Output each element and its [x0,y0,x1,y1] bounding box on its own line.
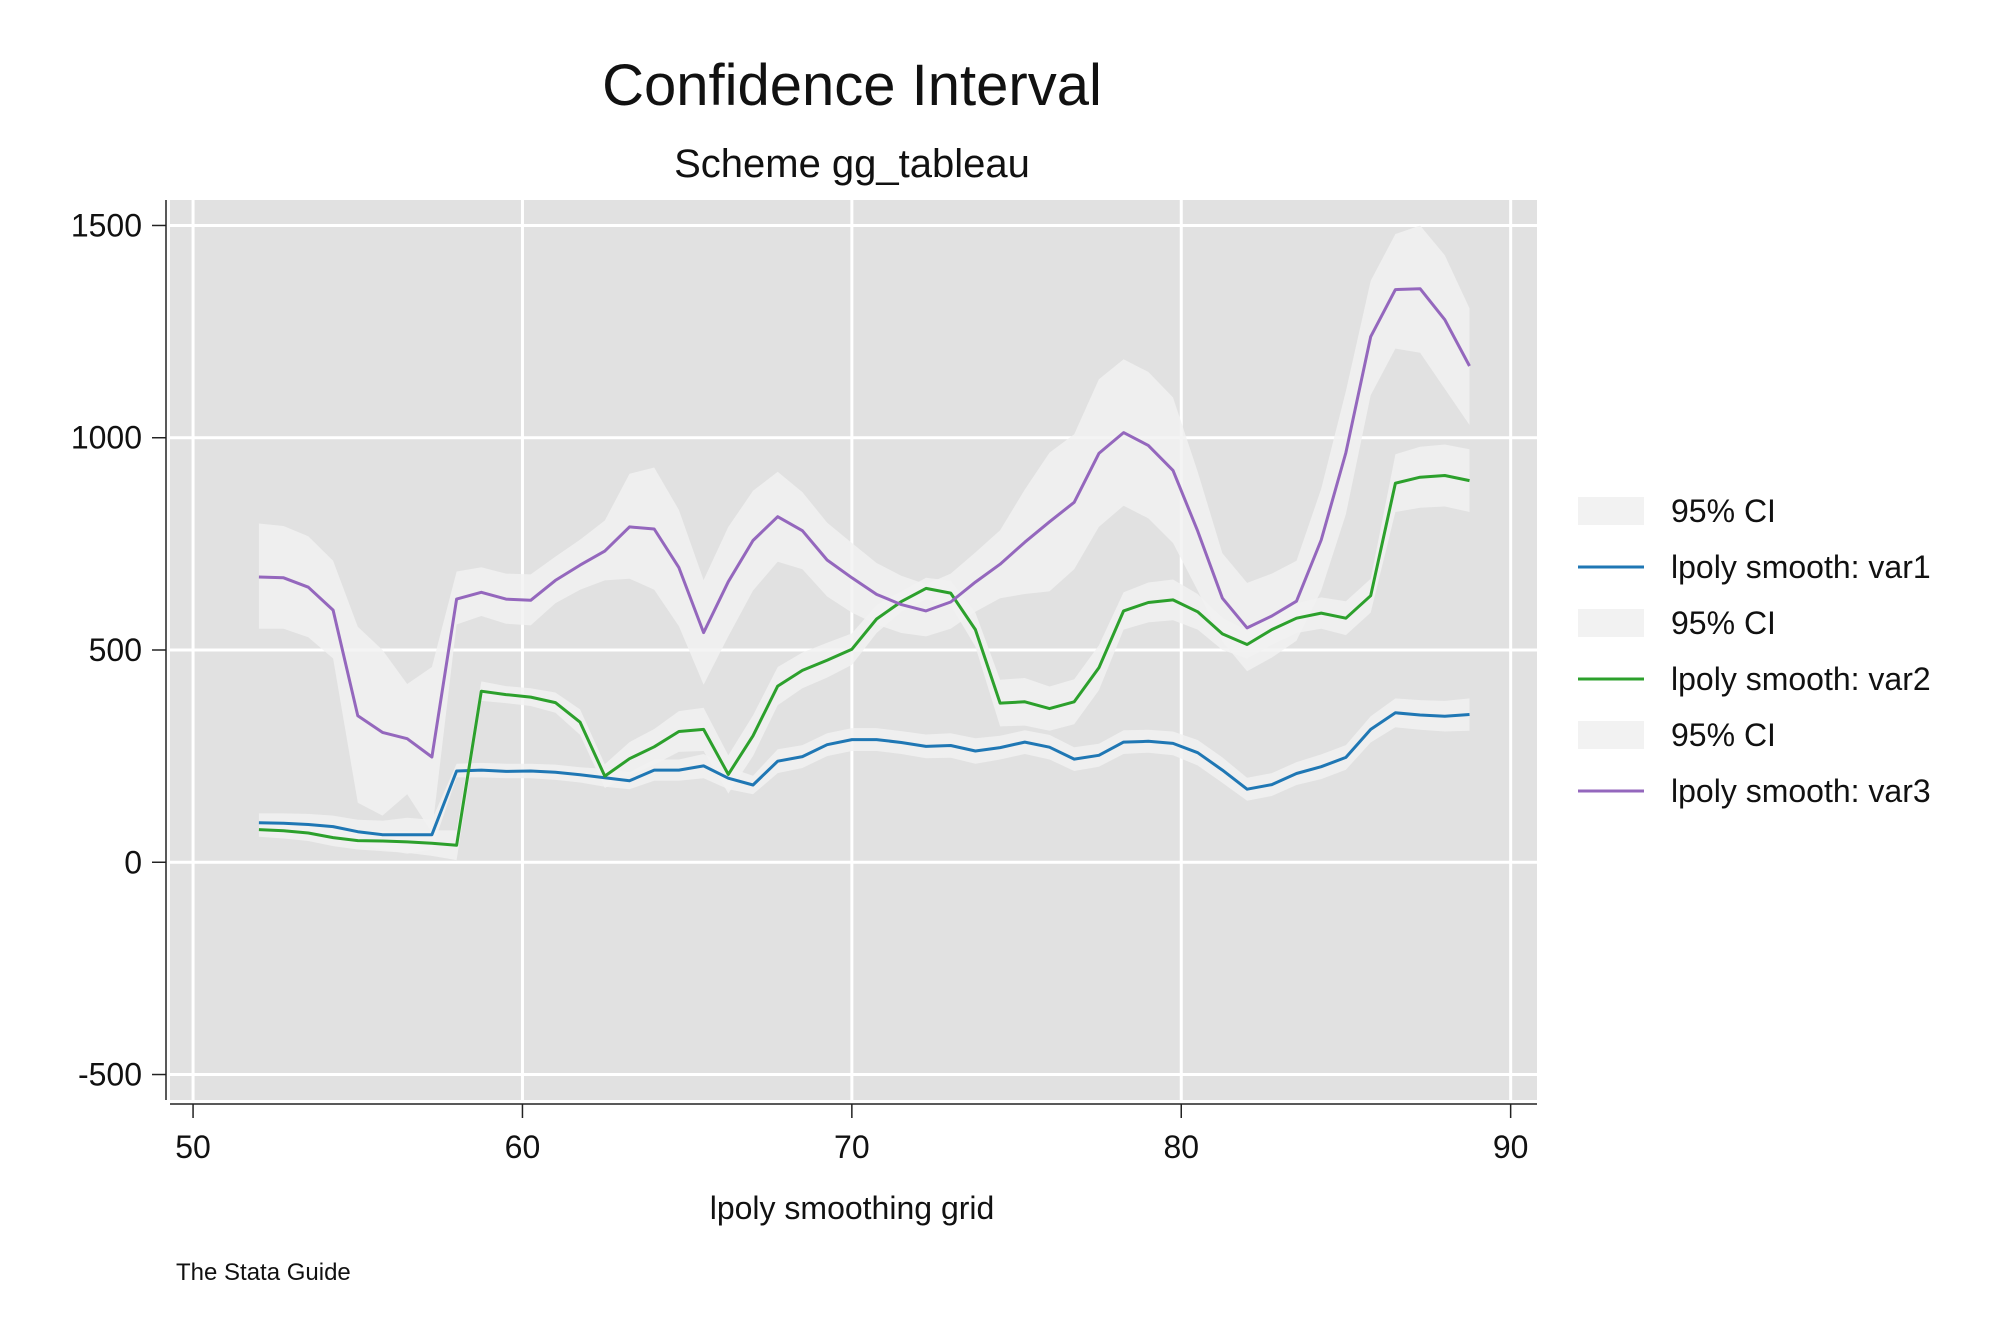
x-axis: 50 60 70 80 90 [170,1103,1537,1165]
y-tick-label: 0 [124,844,142,880]
x-tick-label: 90 [1493,1129,1529,1165]
legend-label: 95% CI [1671,717,1776,753]
y-tick-label: 1500 [71,207,142,243]
legend-label: lpoly smooth: var2 [1671,661,1931,697]
chart-title: Confidence Interval [602,53,1102,118]
legend-swatch [1578,497,1644,525]
x-tick-label: 60 [505,1129,541,1165]
y-axis: -500 0 500 1000 1500 [71,200,167,1100]
series-line [258,287,1471,759]
series-line [258,711,1470,837]
chart-subtitle: Scheme gg_tableau [674,142,1030,186]
ci-band [258,698,1470,854]
x-tick-label: 70 [834,1129,870,1165]
y-tick-label: -500 [78,1057,142,1093]
y-tick-label: 1000 [71,420,142,456]
x-tick-label: 50 [175,1129,211,1165]
x-tick-label: 80 [1163,1129,1199,1165]
legend-label: 95% CI [1671,605,1776,641]
legend-label: lpoly smooth: var3 [1671,773,1931,809]
ci-bands [258,225,1470,861]
legend-label: lpoly smooth: var1 [1671,549,1931,585]
legend-label: 95% CI [1671,493,1776,529]
chart-note: The Stata Guide [176,1259,351,1286]
y-tick-label: 500 [89,632,142,668]
series-line [258,474,1470,847]
legend-swatch [1578,609,1644,637]
x-axis-label: lpoly smoothing grid [710,1190,995,1226]
legend-swatch [1578,721,1644,749]
ci-band [258,225,1470,833]
series-lines [258,287,1471,847]
legend: 95% CI lpoly smooth: var1 95% CI lpoly smoo… [1578,493,1931,809]
